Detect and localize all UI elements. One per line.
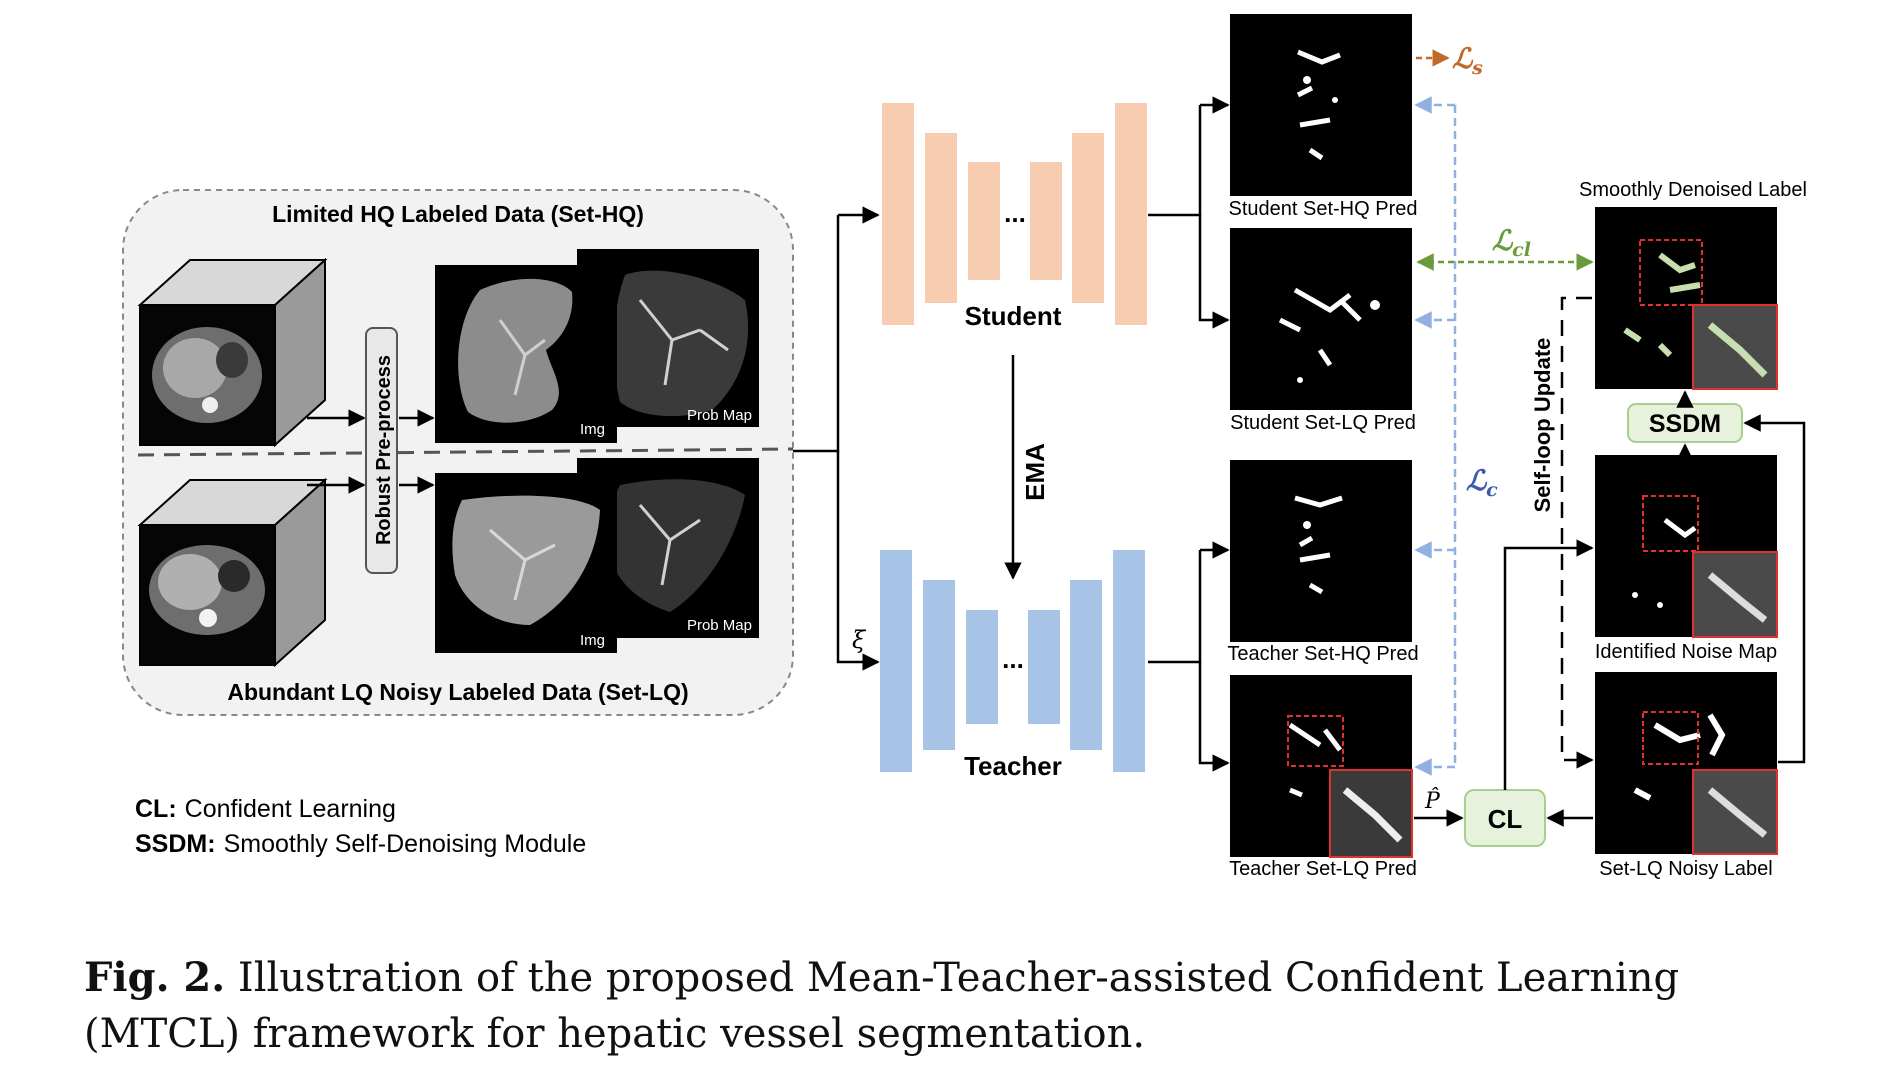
set-lq-noisy-label-image [1595, 672, 1778, 855]
student-layer [1072, 133, 1104, 303]
teacher-layer [1113, 550, 1145, 772]
teacher-ellipsis: ... [1002, 644, 1024, 674]
legend-cl-key: CL: [135, 795, 177, 823]
student-layer [1115, 103, 1147, 325]
xi-noise-symbol: ξ [852, 626, 867, 654]
p-hat-label: P̂ [1424, 788, 1441, 814]
panel-to-split-line [793, 215, 840, 453]
teacher-hq-pred-label: Teacher Set-HQ Pred [1227, 643, 1418, 665]
figure-caption: Fig. 2. Illustration of the proposed Mea… [84, 950, 1844, 1062]
teacher-layer [1028, 610, 1060, 724]
student-layer [882, 103, 914, 325]
hq-ct-volume [137, 257, 328, 448]
teacher-to-lq-pred-arrow [1198, 662, 1230, 772]
set-lq-noisy-label-title: Set-LQ Noisy Label [1599, 858, 1772, 880]
self-loop-line [1560, 296, 1594, 769]
lcl-loss-subscript: cl [1512, 239, 1531, 261]
lq-prob-map-label: Prob Map [687, 617, 752, 634]
split-to-teacher-arrow [836, 451, 880, 671]
student-to-lq-pred-arrow [1198, 215, 1230, 329]
teacher-layer [966, 610, 998, 724]
student-output-line [1148, 105, 1202, 217]
identified-noise-map-label: Identified Noise Map [1595, 641, 1777, 663]
hq-img-label: Img [580, 421, 605, 438]
student-layer [968, 162, 1000, 280]
teacher-network [880, 550, 1145, 772]
lq-ct-volume [137, 477, 328, 668]
self-loop-label: Self-loop Update [1530, 338, 1555, 513]
legend-ssdm-key: SSDM: [135, 830, 216, 858]
teacher-lq-pred-label: Teacher Set-LQ Pred [1229, 858, 1417, 880]
teacher-hq-pred-image [1230, 460, 1412, 642]
hq-ct-image [435, 265, 617, 443]
hq-prob-map-label: Prob Map [687, 407, 752, 424]
teacher-layer [923, 580, 955, 750]
lcl-loss-symbol: ℒ [1492, 224, 1514, 257]
teacher-label: Teacher [964, 751, 1062, 781]
smooth-label-title: Smoothly Denoised Label [1579, 179, 1807, 201]
student-ellipsis: ... [1004, 198, 1026, 228]
teacher-layer [1070, 580, 1102, 750]
teacher-lq-pred-image [1230, 675, 1413, 858]
figure-caption-text: Illustration of the proposed Mean-Teache… [84, 955, 1680, 1057]
lcl-loss-label: ℒcl [1492, 224, 1531, 261]
hq-data-title: Limited HQ Labeled Data (Set-HQ) [272, 201, 644, 227]
legend-cl: CL: Confident Learning [135, 795, 396, 823]
legend-ssdm: SSDM: Smoothly Self-Denoising Module [135, 830, 586, 858]
teacher-layer [880, 550, 912, 772]
smooth-denoised-label-image [1595, 207, 1778, 390]
ema-label: EMA [1020, 443, 1050, 501]
student-layer [925, 133, 957, 303]
noisy-label-to-ssdm-arrow [1743, 414, 1806, 764]
legend-cl-value: Confident Learning [185, 795, 396, 823]
cl-to-noise-map-arrow [1503, 539, 1594, 790]
student-hq-pred-image [1230, 14, 1412, 196]
preprocess-box [365, 327, 398, 574]
lq-img-label: Img [580, 632, 605, 649]
student-layer [1030, 162, 1062, 280]
student-hq-pred-label: Student Set-HQ Pred [1229, 198, 1418, 220]
cl-module-label: CL [1488, 804, 1523, 834]
teacher-output-line [1148, 550, 1202, 664]
lc-loss-symbol: ℒ [1466, 464, 1488, 497]
figure-caption-prefix: Fig. 2. [84, 954, 226, 1001]
ssdm-module-label: SSDM [1649, 410, 1721, 438]
ls-loss-label: ℒs [1452, 42, 1483, 79]
ls-loss-symbol: ℒ [1452, 42, 1474, 75]
lc-loss-subscript: c [1486, 479, 1498, 501]
student-lq-pred-image [1230, 228, 1412, 410]
lc-loss-label: ℒc [1466, 464, 1498, 501]
student-lq-pred-label: Student Set-LQ Pred [1230, 412, 1416, 434]
lq-data-title: Abundant LQ Noisy Labeled Data (Set-LQ) [227, 679, 688, 705]
student-label: Student [965, 301, 1062, 331]
legend-ssdm-value: Smoothly Self-Denoising Module [224, 830, 587, 858]
preprocess-label: Robust Pre-process [373, 355, 395, 545]
lq-ct-image [435, 473, 617, 653]
identified-noise-map-image [1595, 455, 1778, 638]
hq-lq-divider [137, 447, 794, 457]
ls-loss-subscript: s [1471, 57, 1483, 79]
student-network [882, 103, 1147, 325]
